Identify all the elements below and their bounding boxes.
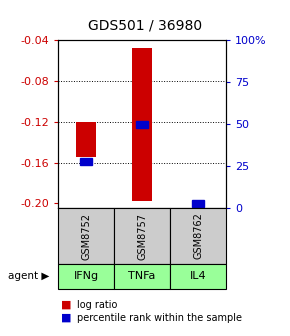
Bar <box>132 48 152 201</box>
Bar <box>76 122 96 157</box>
Bar <box>80 158 92 165</box>
Text: log ratio: log ratio <box>77 300 117 310</box>
Text: GSM8752: GSM8752 <box>81 213 91 259</box>
Bar <box>136 121 148 128</box>
Text: ■: ■ <box>61 312 71 323</box>
Text: GSM8762: GSM8762 <box>193 213 203 259</box>
Text: TNFa: TNFa <box>128 271 156 281</box>
Text: GDS501 / 36980: GDS501 / 36980 <box>88 18 202 32</box>
Text: IFNg: IFNg <box>73 271 99 281</box>
Bar <box>192 200 204 207</box>
Text: IL4: IL4 <box>190 271 206 281</box>
Text: GSM8757: GSM8757 <box>137 213 147 259</box>
Text: agent ▶: agent ▶ <box>8 271 49 281</box>
Text: percentile rank within the sample: percentile rank within the sample <box>77 312 242 323</box>
Text: ■: ■ <box>61 300 71 310</box>
